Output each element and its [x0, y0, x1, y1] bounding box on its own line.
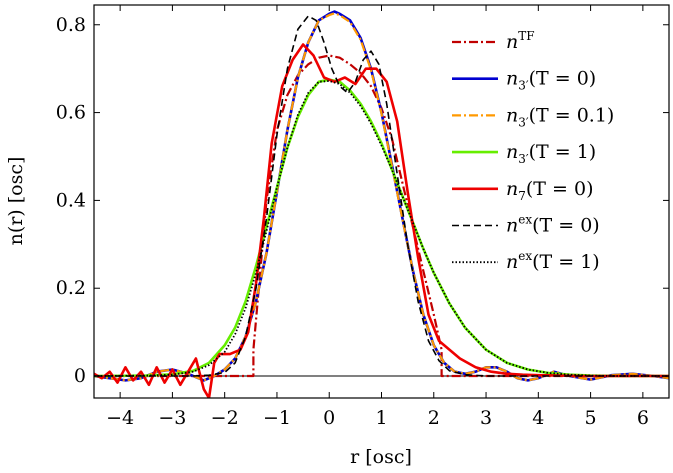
- series-layer: [94, 10, 669, 398]
- y-tick-label: 0.8: [56, 14, 86, 36]
- y-axis-label: n(r) [osc]: [5, 157, 27, 246]
- legend-label: nTF: [506, 29, 535, 53]
- ticks-layer: [94, 5, 669, 398]
- legend-label: nex(T = 0): [506, 213, 600, 237]
- x-tick-label: 2: [428, 407, 440, 429]
- series-line-5: [94, 43, 669, 398]
- series-line-7: [94, 80, 669, 377]
- x-tick-label: 6: [637, 407, 649, 429]
- y-tick-label: 0.2: [56, 277, 86, 299]
- x-axis-label: r [osc]: [350, 446, 412, 468]
- series-line-4: [94, 78, 669, 378]
- x-tick-label: 5: [585, 407, 597, 429]
- x-tick-label: 0: [323, 407, 335, 429]
- legend-label: n3′(T = 0.1): [506, 104, 614, 129]
- legend-label: nex(T = 1): [506, 249, 600, 273]
- x-tick-label: −3: [158, 407, 186, 429]
- x-tick-label: −4: [106, 407, 134, 429]
- series-line-6: [94, 15, 669, 377]
- legend: nTF n3′(T = 0) n3′(T = 0.1) n3′(T = 1) n7(T …: [452, 29, 614, 273]
- x-tick-label: −2: [211, 407, 239, 429]
- y-tick-label: 0: [74, 365, 86, 387]
- x-tick-label: 1: [375, 407, 387, 429]
- legend-label: n3′(T = 0): [506, 68, 596, 93]
- x-tick-label: 4: [532, 407, 544, 429]
- legend-label: n7(T = 0): [506, 178, 593, 203]
- series-line-1: [94, 54, 669, 378]
- x-tick-label: 3: [480, 407, 492, 429]
- x-tick-label: −1: [263, 407, 291, 429]
- y-tick-label: 0.4: [56, 189, 86, 211]
- y-tick-label: 0.6: [56, 102, 86, 124]
- plot-area: [94, 5, 669, 398]
- legend-label: n3′(T = 1): [506, 141, 596, 166]
- tick-labels-layer: −4 −3 −2 −1 0 1 2 3 4 5 6 0 0.2 0.4 0.6 0.8: [56, 14, 649, 429]
